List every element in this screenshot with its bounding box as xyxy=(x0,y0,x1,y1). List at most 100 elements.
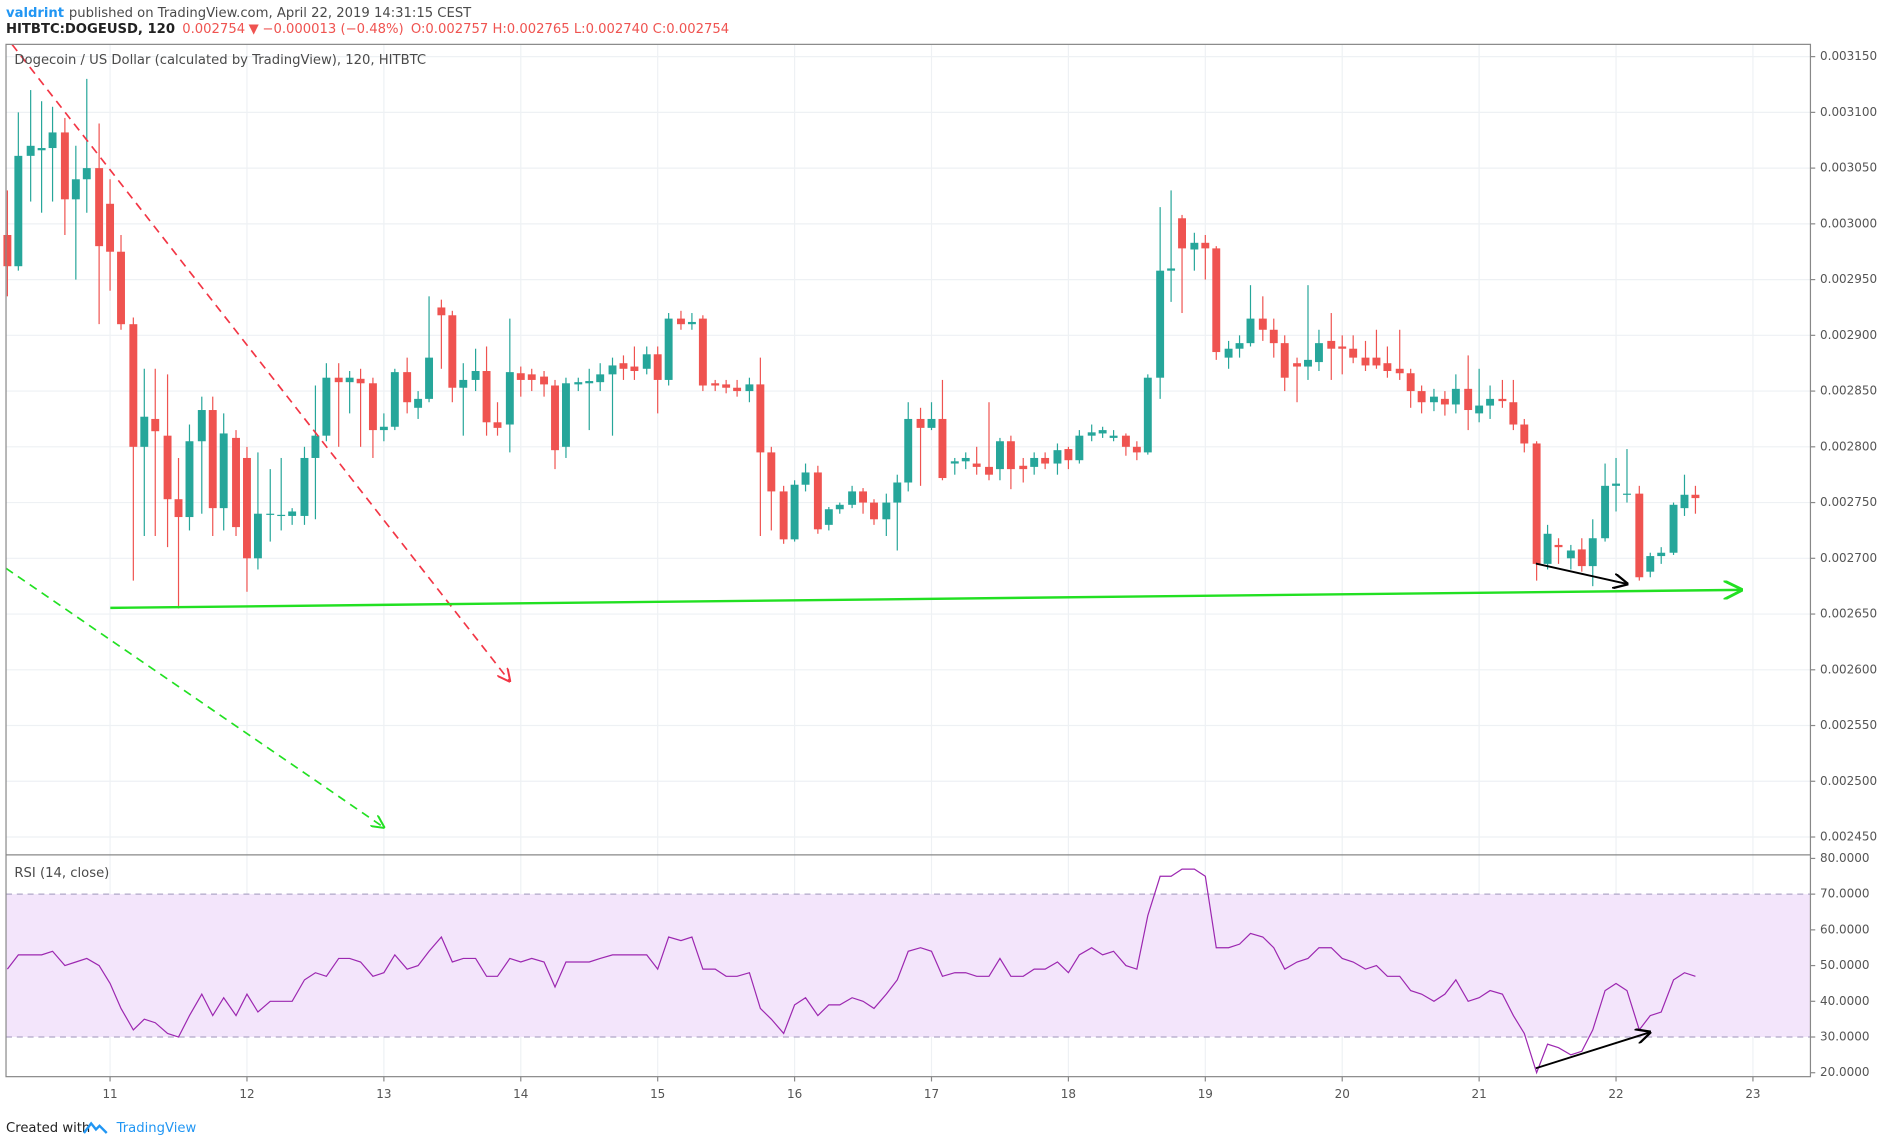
candle-body xyxy=(904,418,913,483)
candle-body xyxy=(253,513,262,559)
candle-body xyxy=(630,366,639,372)
candle-body xyxy=(653,354,662,380)
rsi-line xyxy=(6,868,1696,1075)
x-tick-label: 21 xyxy=(1472,1087,1487,1101)
candle-body xyxy=(493,422,502,428)
y-tick-label: 0.002450 xyxy=(1820,830,1877,844)
y-tick-label: 0.002950 xyxy=(1820,272,1877,286)
candle-body xyxy=(927,418,936,428)
candle-body xyxy=(356,378,365,384)
candle-body xyxy=(961,457,970,462)
candle-body xyxy=(1098,430,1107,434)
candle-body xyxy=(985,466,993,475)
candle-body xyxy=(893,482,902,503)
x-tick-label: 19 xyxy=(1198,1087,1213,1101)
candle-body xyxy=(197,410,206,442)
candle-body xyxy=(779,491,788,540)
candle-body xyxy=(1395,368,1404,374)
candle-body xyxy=(677,318,685,325)
y-tick-label: 20.0000 xyxy=(1820,1065,1870,1079)
candle-body xyxy=(1680,494,1689,509)
candle-body xyxy=(1486,398,1495,406)
candle-body xyxy=(1543,533,1552,564)
candle-body xyxy=(14,155,23,267)
candle-body xyxy=(60,132,69,200)
candle-body xyxy=(801,472,810,485)
author: valdrint xyxy=(6,6,64,21)
candle-body xyxy=(562,383,570,447)
candle-body xyxy=(1601,485,1610,539)
candle-body xyxy=(95,168,104,247)
candle-body xyxy=(129,324,138,447)
candle-body xyxy=(1258,318,1267,330)
candle-body xyxy=(585,381,594,384)
candle-body xyxy=(140,416,149,447)
candle-body xyxy=(232,437,240,528)
candle-body xyxy=(1190,242,1199,250)
candle-body xyxy=(3,234,12,267)
candle-body xyxy=(1178,218,1186,249)
candle-body xyxy=(1224,348,1233,358)
x-tick-label: 17 xyxy=(924,1087,939,1101)
candle-body xyxy=(1612,483,1620,486)
created-with: Created with xyxy=(6,1121,90,1136)
candle-body xyxy=(1167,268,1176,271)
symbol: HITBTC:DOGEUSD, 120 xyxy=(6,22,175,37)
plot: 11 12 13 14 15 16 17 18 19 20 21 22 23 0.003150 0.0031… xyxy=(3,44,1877,1101)
candle-body xyxy=(1440,398,1449,405)
candle-body xyxy=(722,384,731,388)
candle-body xyxy=(334,377,343,383)
x-tick-label: 14 xyxy=(513,1087,528,1101)
candle-body xyxy=(1464,388,1473,411)
candle-body xyxy=(1509,402,1518,425)
footer: Created with TradingView xyxy=(6,1121,196,1136)
y-tick-label: 0.002600 xyxy=(1820,662,1877,676)
candle-body xyxy=(1053,450,1062,464)
x-tick-label: 23 xyxy=(1745,1087,1760,1101)
candle-body xyxy=(1314,343,1323,363)
candle-body xyxy=(1383,363,1392,372)
y-tick-label: 70.0000 xyxy=(1820,887,1870,901)
candle-body xyxy=(266,513,275,515)
x-tick-label: 15 xyxy=(650,1087,665,1101)
y-tick-label: 0.002900 xyxy=(1820,328,1877,342)
candle-body xyxy=(1269,329,1278,344)
candle-body xyxy=(1280,343,1289,378)
frame xyxy=(5,43,1812,1078)
candle-body xyxy=(37,148,46,151)
direction: ▼ xyxy=(249,22,260,37)
candle-body xyxy=(596,374,605,383)
candle-body xyxy=(379,426,388,431)
candle-body xyxy=(48,132,57,149)
candle-body xyxy=(824,509,833,525)
x-tick-label: 11 xyxy=(102,1087,117,1101)
y-tick-label: 0.003150 xyxy=(1820,49,1877,63)
candle-body xyxy=(1030,457,1039,467)
divergence-arrow xyxy=(1535,1032,1650,1070)
candle-body xyxy=(505,372,514,425)
candle-body xyxy=(300,457,309,516)
candle-body xyxy=(516,373,525,380)
candle-body xyxy=(1064,449,1073,461)
candle-body xyxy=(859,491,868,503)
candle-body xyxy=(208,410,217,509)
y-tick-label: 0.002650 xyxy=(1820,607,1877,621)
candle-body xyxy=(1372,357,1381,366)
candle-body xyxy=(82,168,91,180)
candle-body xyxy=(368,383,377,431)
y-tick-label: 0.002800 xyxy=(1820,439,1877,453)
candle-body xyxy=(698,318,707,386)
candle-body xyxy=(1006,441,1015,470)
price-pane-title: Dogecoin / US Dollar (calculated by Trad… xyxy=(14,53,426,68)
candle-body xyxy=(1417,391,1426,403)
candle-body xyxy=(425,357,434,399)
candle-body xyxy=(1293,363,1301,367)
candle-body xyxy=(745,384,754,392)
candle-body xyxy=(151,418,160,432)
ohlc: O:0.002757 H:0.002765 L:0.002740 C:0.002… xyxy=(411,22,729,37)
candle-body xyxy=(117,251,125,325)
candle-body xyxy=(448,315,457,388)
candle-body xyxy=(106,203,115,252)
candle-body xyxy=(950,461,959,464)
